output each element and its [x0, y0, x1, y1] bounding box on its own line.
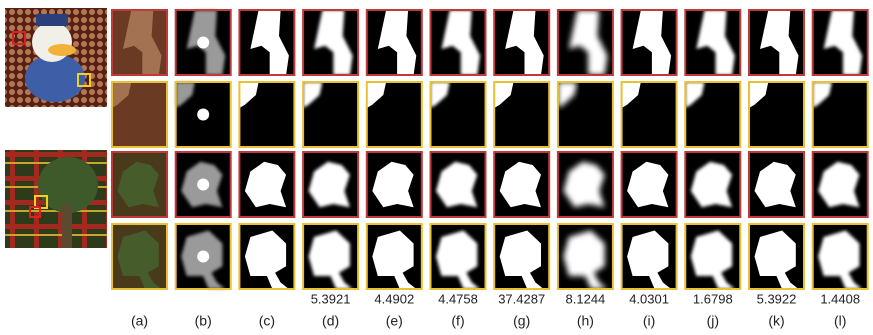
result-cell	[494, 152, 549, 217]
result-cell	[239, 152, 294, 217]
column-label: (c)	[259, 313, 275, 329]
result-cell	[622, 152, 677, 217]
column-label: (i)	[643, 313, 655, 329]
score: 37.4287	[498, 291, 545, 306]
column-label: (a)	[131, 313, 148, 329]
result-cell	[558, 224, 613, 289]
trimap-core	[197, 179, 209, 191]
trimap-core	[197, 37, 209, 49]
result-cell	[431, 224, 486, 289]
result-cell	[558, 10, 613, 75]
score: 4.0301	[629, 291, 669, 306]
result-cell	[622, 10, 677, 75]
result-cell	[494, 224, 549, 289]
result-cell	[749, 152, 804, 217]
score: 8.1244	[566, 291, 606, 306]
source-image-toy	[5, 8, 107, 107]
result-cell	[112, 82, 167, 147]
result-cell	[685, 10, 740, 75]
result-cell	[685, 224, 740, 289]
result-cell	[749, 82, 804, 147]
result-cell	[367, 10, 422, 75]
result-cell	[813, 10, 868, 75]
score: 4.4902	[374, 291, 414, 306]
result-cell	[558, 82, 613, 147]
score: 1.4408	[820, 291, 860, 306]
result-cell	[303, 152, 358, 217]
column-label: (d)	[322, 313, 339, 329]
result-cell	[813, 82, 868, 147]
column-label: (h)	[577, 313, 594, 329]
column-label: (g)	[513, 313, 530, 329]
source-image-plant	[5, 150, 107, 248]
result-cell	[367, 82, 422, 147]
result-cell	[431, 152, 486, 217]
result-cell	[749, 224, 804, 289]
column-label: (j)	[707, 313, 719, 329]
column-label: (f)	[451, 313, 464, 329]
result-cell	[367, 224, 422, 289]
result-cell	[176, 224, 231, 289]
result-cell	[431, 82, 486, 147]
result-cell	[813, 224, 868, 289]
figure: (a) (b) (c) (d) (e) (f) (g) (h) (i) (j) (k) (l) 5.39…	[0, 0, 873, 335]
column-label: (k)	[768, 313, 784, 329]
score: 5.3922	[757, 291, 797, 306]
result-cell	[749, 10, 804, 75]
result-cell	[112, 224, 167, 289]
trimap-core	[197, 109, 209, 121]
score: 1.6798	[693, 291, 733, 306]
result-cell	[494, 82, 549, 147]
result-cell	[813, 152, 868, 217]
result-cell	[685, 152, 740, 217]
score: 5.3921	[311, 291, 351, 306]
result-cell	[367, 152, 422, 217]
result-grid	[112, 10, 868, 289]
result-cell	[685, 82, 740, 147]
result-cell	[431, 10, 486, 75]
result-cell	[112, 10, 167, 75]
result-cell	[494, 10, 549, 75]
result-cell	[303, 224, 358, 289]
result-cell	[303, 10, 358, 75]
result-cell	[622, 82, 677, 147]
result-cell	[558, 152, 613, 217]
column-label: (b)	[195, 313, 212, 329]
result-cell	[303, 82, 358, 147]
result-cell	[112, 152, 167, 217]
result-cell	[176, 10, 231, 75]
score: 4.4758	[438, 291, 478, 306]
column-label: (e)	[386, 313, 403, 329]
result-cell	[239, 82, 294, 147]
column-label: (l)	[834, 313, 846, 329]
result-cell	[239, 224, 294, 289]
result-cell	[176, 152, 231, 217]
result-cell	[176, 82, 231, 147]
result-cell	[622, 224, 677, 289]
trimap-core	[197, 251, 209, 263]
result-cell	[239, 10, 294, 75]
